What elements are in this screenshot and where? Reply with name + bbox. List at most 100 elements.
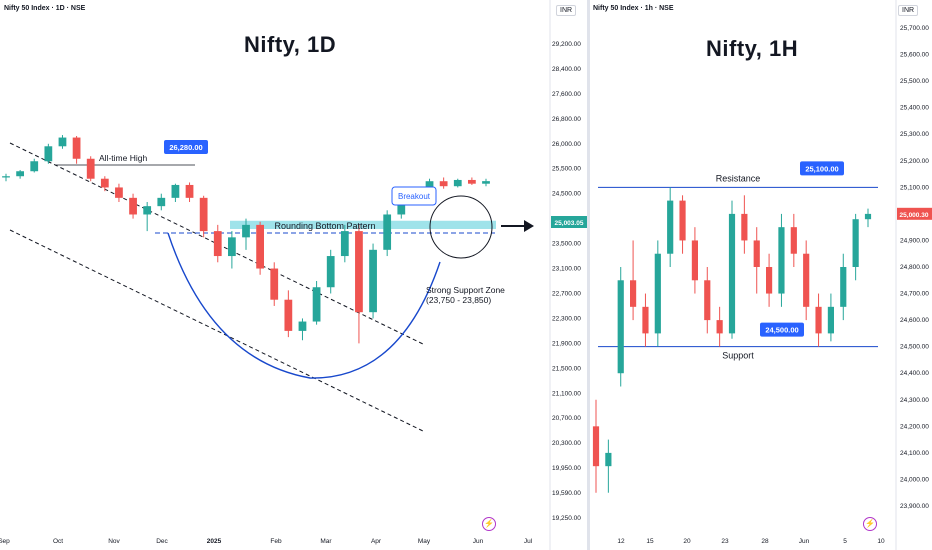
right-y-tick-label: 24,600.00 xyxy=(900,317,929,324)
daily-candle-body xyxy=(340,231,349,257)
daily-candle-body xyxy=(270,268,279,300)
daily-candle-body xyxy=(44,146,53,162)
daily-candle-body xyxy=(115,187,123,198)
left-x-tick-label: Nov xyxy=(108,538,120,545)
daily-candle-body xyxy=(171,184,180,198)
daily-chart[interactable]: 29,200.00 28,400.00 27,600.00 26,800.00 26,0… xyxy=(0,0,588,550)
right-title: Nifty, 1H xyxy=(706,36,799,61)
left-x-tick-label: 2025 xyxy=(207,538,222,545)
resistance-value-badge xyxy=(800,161,844,176)
right-last-price-badge xyxy=(897,207,932,220)
daily-candle-body xyxy=(242,224,250,238)
hourly-chart[interactable]: 25,700.00 25,600.00 25,500.00 25,400.00 25,3… xyxy=(590,0,932,550)
left-y-tick-label: 29,200.00 xyxy=(552,41,581,48)
left-y-tick-label: 23,500.00 xyxy=(552,241,581,248)
hourly-candle-body xyxy=(827,306,834,334)
right-y-tick-label: 24,000.00 xyxy=(900,476,929,483)
support-value-badge xyxy=(760,322,804,337)
daily-candle-body xyxy=(199,197,208,232)
right-x-tick-label: 23 xyxy=(721,538,729,545)
left-x-tick-label: Sep xyxy=(0,538,10,545)
daily-candle-body xyxy=(453,179,462,187)
hourly-candle-body xyxy=(704,280,711,321)
right-last-price-label: 25,000.30 xyxy=(900,212,929,219)
hourly-candle-body xyxy=(654,253,661,334)
right-y-tick-label: 24,800.00 xyxy=(900,264,929,271)
left-y-tick-label: 23,100.00 xyxy=(552,266,581,273)
resistance-value-label: 25,100.00 xyxy=(805,164,838,173)
left-y-tick-label: 26,000.00 xyxy=(552,141,581,148)
daily-candle-body xyxy=(100,178,109,188)
left-y-tick-label: 21,100.00 xyxy=(552,390,581,397)
hourly-candle-body xyxy=(840,267,847,307)
left-x-tick-label: Dec xyxy=(156,538,168,545)
left-x-tick-label: Jul xyxy=(524,538,533,545)
left-lightning-icon[interactable]: ⚡ xyxy=(482,517,496,531)
left-symbol-header: Nifty 50 Index · 1D · NSE xyxy=(4,5,86,12)
right-y-tick-label: 24,300.00 xyxy=(900,397,929,404)
right-lightning-icon[interactable]: ⚡ xyxy=(863,517,877,531)
right-y-tick-label: 25,300.00 xyxy=(900,131,929,138)
pattern-label: Rounding Bottom Pattern xyxy=(274,221,375,231)
right-y-tick-label: 25,600.00 xyxy=(900,52,929,59)
daily-candle-body xyxy=(482,181,490,184)
left-x-tick-label: Jun xyxy=(473,538,484,545)
right-x-tick-label: 20 xyxy=(683,538,691,545)
hourly-candle-body xyxy=(753,240,760,267)
left-y-tick-label: 24,500.00 xyxy=(552,191,581,198)
daily-candle-body xyxy=(312,287,321,322)
hourly-candle-body xyxy=(716,320,723,334)
left-currency-button[interactable]: INR xyxy=(556,5,577,16)
hourly-candle-body xyxy=(592,426,600,467)
right-y-tick-label: 24,200.00 xyxy=(900,423,929,430)
support-label: Support xyxy=(722,351,754,361)
hourly-candle-body xyxy=(852,219,859,267)
hourly-candle-body xyxy=(778,227,785,294)
arrow-icon xyxy=(501,220,534,232)
panel-divider[interactable] xyxy=(587,0,590,550)
daily-candle-body xyxy=(157,197,166,207)
daily-candle-body xyxy=(397,197,406,215)
daily-candle-body xyxy=(185,184,194,198)
right-y-tick-label: 25,400.00 xyxy=(900,105,929,112)
left-x-tick-label: Apr xyxy=(371,538,382,545)
right-x-tick-label: Jun xyxy=(799,538,810,545)
left-y-tick-label: 22,300.00 xyxy=(552,315,581,322)
daily-candle-body xyxy=(2,176,10,178)
hourly-candle-body xyxy=(679,200,686,241)
hourly-candle-body xyxy=(728,213,736,334)
left-y-tick-label: 21,900.00 xyxy=(552,340,581,347)
left-y-tick-label: 22,700.00 xyxy=(552,290,581,297)
daily-candle-body xyxy=(355,231,363,313)
left-x-tick-label: Oct xyxy=(53,538,63,545)
left-y-tick-label: 28,400.00 xyxy=(552,66,581,73)
breakout-circle xyxy=(429,195,493,259)
ath-label: All-time High xyxy=(99,153,147,163)
right-y-tick-label: 24,900.00 xyxy=(900,237,929,244)
support-zone-label: Strong Support Zone xyxy=(426,285,505,295)
hourly-candle-body xyxy=(617,280,624,374)
hourly-chart-panel[interactable]: Nifty 50 Index · 1h · NSE Nifty, 1H INR … xyxy=(590,0,932,550)
left-last-price-badge xyxy=(551,216,587,228)
daily-candle-body xyxy=(284,299,293,331)
hourly-candle-body xyxy=(803,253,810,307)
left-y-tick-label: 21,500.00 xyxy=(552,365,581,372)
hourly-candle-body xyxy=(630,280,637,307)
daily-candle-body xyxy=(213,231,222,257)
daily-candle-body xyxy=(256,224,264,269)
daily-candle-body xyxy=(58,137,67,147)
left-x-tick-label: Mar xyxy=(320,538,332,545)
daily-chart-panel[interactable]: Nifty 50 Index · 1D · NSE Nifty, 1D INR … xyxy=(0,0,588,550)
breakout-label: Breakout xyxy=(398,192,431,201)
left-x-tick-label: May xyxy=(418,538,431,545)
right-currency-button[interactable]: INR xyxy=(898,5,919,16)
daily-candle-body xyxy=(86,158,95,179)
right-y-tick-label: 25,200.00 xyxy=(900,158,929,165)
right-x-tick-label: 10 xyxy=(877,538,885,545)
hourly-candle-body xyxy=(642,306,649,334)
right-x-tick-label: 15 xyxy=(646,538,654,545)
left-y-tick-label: 19,590.00 xyxy=(552,490,581,497)
left-y-tick-label: 20,700.00 xyxy=(552,415,581,422)
ath-value-badge xyxy=(164,140,208,154)
right-y-tick-label: 24,100.00 xyxy=(900,450,929,457)
